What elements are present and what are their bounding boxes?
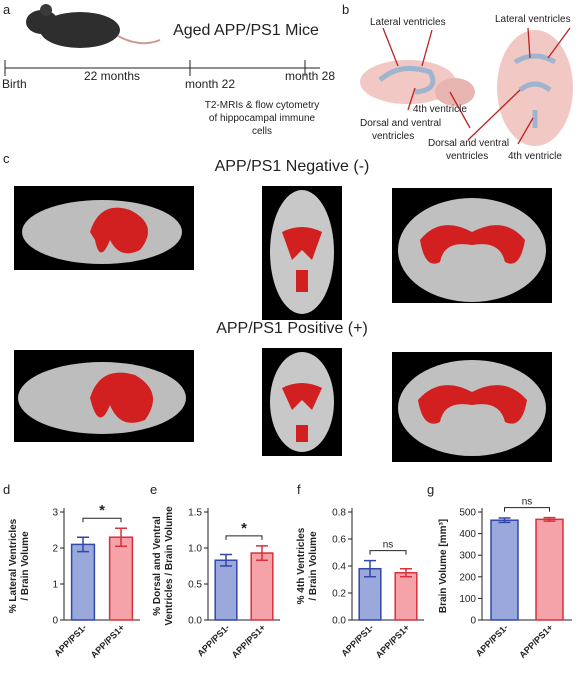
x-tick-label: APP/PS1+ — [230, 622, 268, 660]
error-bar — [543, 516, 556, 522]
y-tick-label: 300 — [459, 551, 476, 562]
significance-label: * — [241, 520, 247, 537]
brain-label: Dorsal and ventral — [428, 138, 509, 149]
error-bar — [220, 553, 232, 567]
y-tick-label: 3 — [52, 508, 58, 519]
y-axis-label: % Dorsal and Ventral — [152, 516, 163, 616]
bar — [535, 518, 564, 621]
error-bar — [400, 567, 412, 578]
brain-label: Lateral ventricles — [370, 17, 446, 28]
timeline-label: 22 months — [84, 69, 140, 83]
significance-label: * — [99, 502, 105, 519]
brain-label: 4th ventricle — [508, 151, 562, 162]
x-tick-label: APP/PS1- — [339, 622, 375, 658]
y-tick-label: 200 — [459, 572, 476, 583]
y-axis-label: % Lateral Ventricles — [8, 518, 19, 613]
panel-letter: b — [342, 2, 349, 17]
y-axis-label: Ventricles / Brain Volume — [164, 506, 175, 626]
y-tick-label: 2 — [52, 544, 58, 555]
brain-label: ventricles — [446, 151, 488, 162]
method-text: T2-MRIs & flow cytometry — [205, 100, 319, 111]
y-tick-label: 400 — [459, 529, 476, 540]
panel-letter: c — [3, 151, 10, 166]
brain-label: Dorsal and ventral — [360, 118, 441, 129]
brain-diagram — [360, 27, 573, 146]
y-axis-label: / Brain Volume — [308, 531, 319, 601]
y-tick-label: 0.2 — [332, 589, 346, 600]
y-tick-label: 0.8 — [332, 508, 346, 519]
y-tick-label: 0.6 — [332, 535, 346, 546]
significance-bracket — [369, 550, 407, 555]
bar — [70, 543, 96, 621]
x-tick-label: APP/PS1+ — [374, 622, 412, 660]
y-axis-label: % 4th Ventricles — [296, 527, 307, 604]
y-tick-label: 1.5 — [188, 508, 202, 519]
y-tick-label: 0 — [470, 616, 476, 627]
y-tick-label: 100 — [459, 594, 476, 605]
timeline-label: month 28 — [285, 69, 335, 83]
error-bar — [256, 545, 268, 561]
significance-bracket — [504, 507, 550, 512]
y-tick-label: 0 — [52, 616, 58, 627]
panel-letter: e — [150, 482, 157, 497]
panel-letter: a — [3, 2, 11, 17]
significance-bracket — [82, 517, 122, 523]
brain-label: ventricles — [372, 131, 414, 142]
y-tick-label: 0.5 — [188, 580, 202, 591]
row-title: APP/PS1 Positive (+) — [216, 320, 368, 337]
error-bar — [77, 536, 89, 553]
bar — [108, 536, 134, 621]
method-text: of hippocampal immune — [209, 113, 316, 124]
panel-letter: d — [3, 482, 10, 497]
timeline-label: month 22 — [185, 77, 235, 91]
x-tick-label: APP/PS1+ — [517, 622, 555, 660]
y-tick-label: 1.0 — [188, 544, 202, 555]
y-tick-label: 0.0 — [332, 616, 346, 627]
row-title: APP/PS1 Negative (-) — [215, 158, 370, 175]
bar — [214, 559, 238, 621]
y-axis-label: / Brain Volume — [20, 531, 31, 601]
x-tick-label: APP/PS1- — [52, 622, 88, 658]
bar — [250, 552, 274, 621]
significance-label: ns — [522, 497, 533, 508]
mouse-icon — [26, 4, 161, 48]
significance-label: ns — [383, 540, 394, 551]
panel-letter: f — [297, 482, 301, 497]
bar — [394, 572, 418, 621]
timeline-label: Birth — [2, 77, 27, 91]
brain-label: 4th ventricle — [413, 104, 467, 115]
error-bar — [364, 559, 376, 578]
x-tick-label: APP/PS1- — [474, 622, 510, 658]
error-bar — [498, 517, 511, 524]
y-tick-label: 1 — [52, 580, 58, 591]
x-tick-label: APP/PS1- — [195, 622, 231, 658]
x-tick-label: APP/PS1+ — [89, 622, 127, 660]
y-tick-label: 0.4 — [332, 562, 346, 573]
brain-label: Lateral ventricles — [495, 14, 571, 25]
error-bar — [115, 527, 127, 547]
method-text: cells — [252, 126, 272, 137]
panel-letter: g — [427, 482, 434, 497]
y-tick-label: 500 — [459, 508, 476, 519]
bar — [490, 519, 519, 621]
significance-bracket — [225, 535, 263, 540]
y-axis-label: Brain Volume [mm³] — [438, 519, 449, 613]
mri-images — [14, 186, 552, 462]
y-tick-label: 0.0 — [188, 616, 202, 627]
panel-title: Aged APP/PS1 Mice — [173, 22, 319, 39]
